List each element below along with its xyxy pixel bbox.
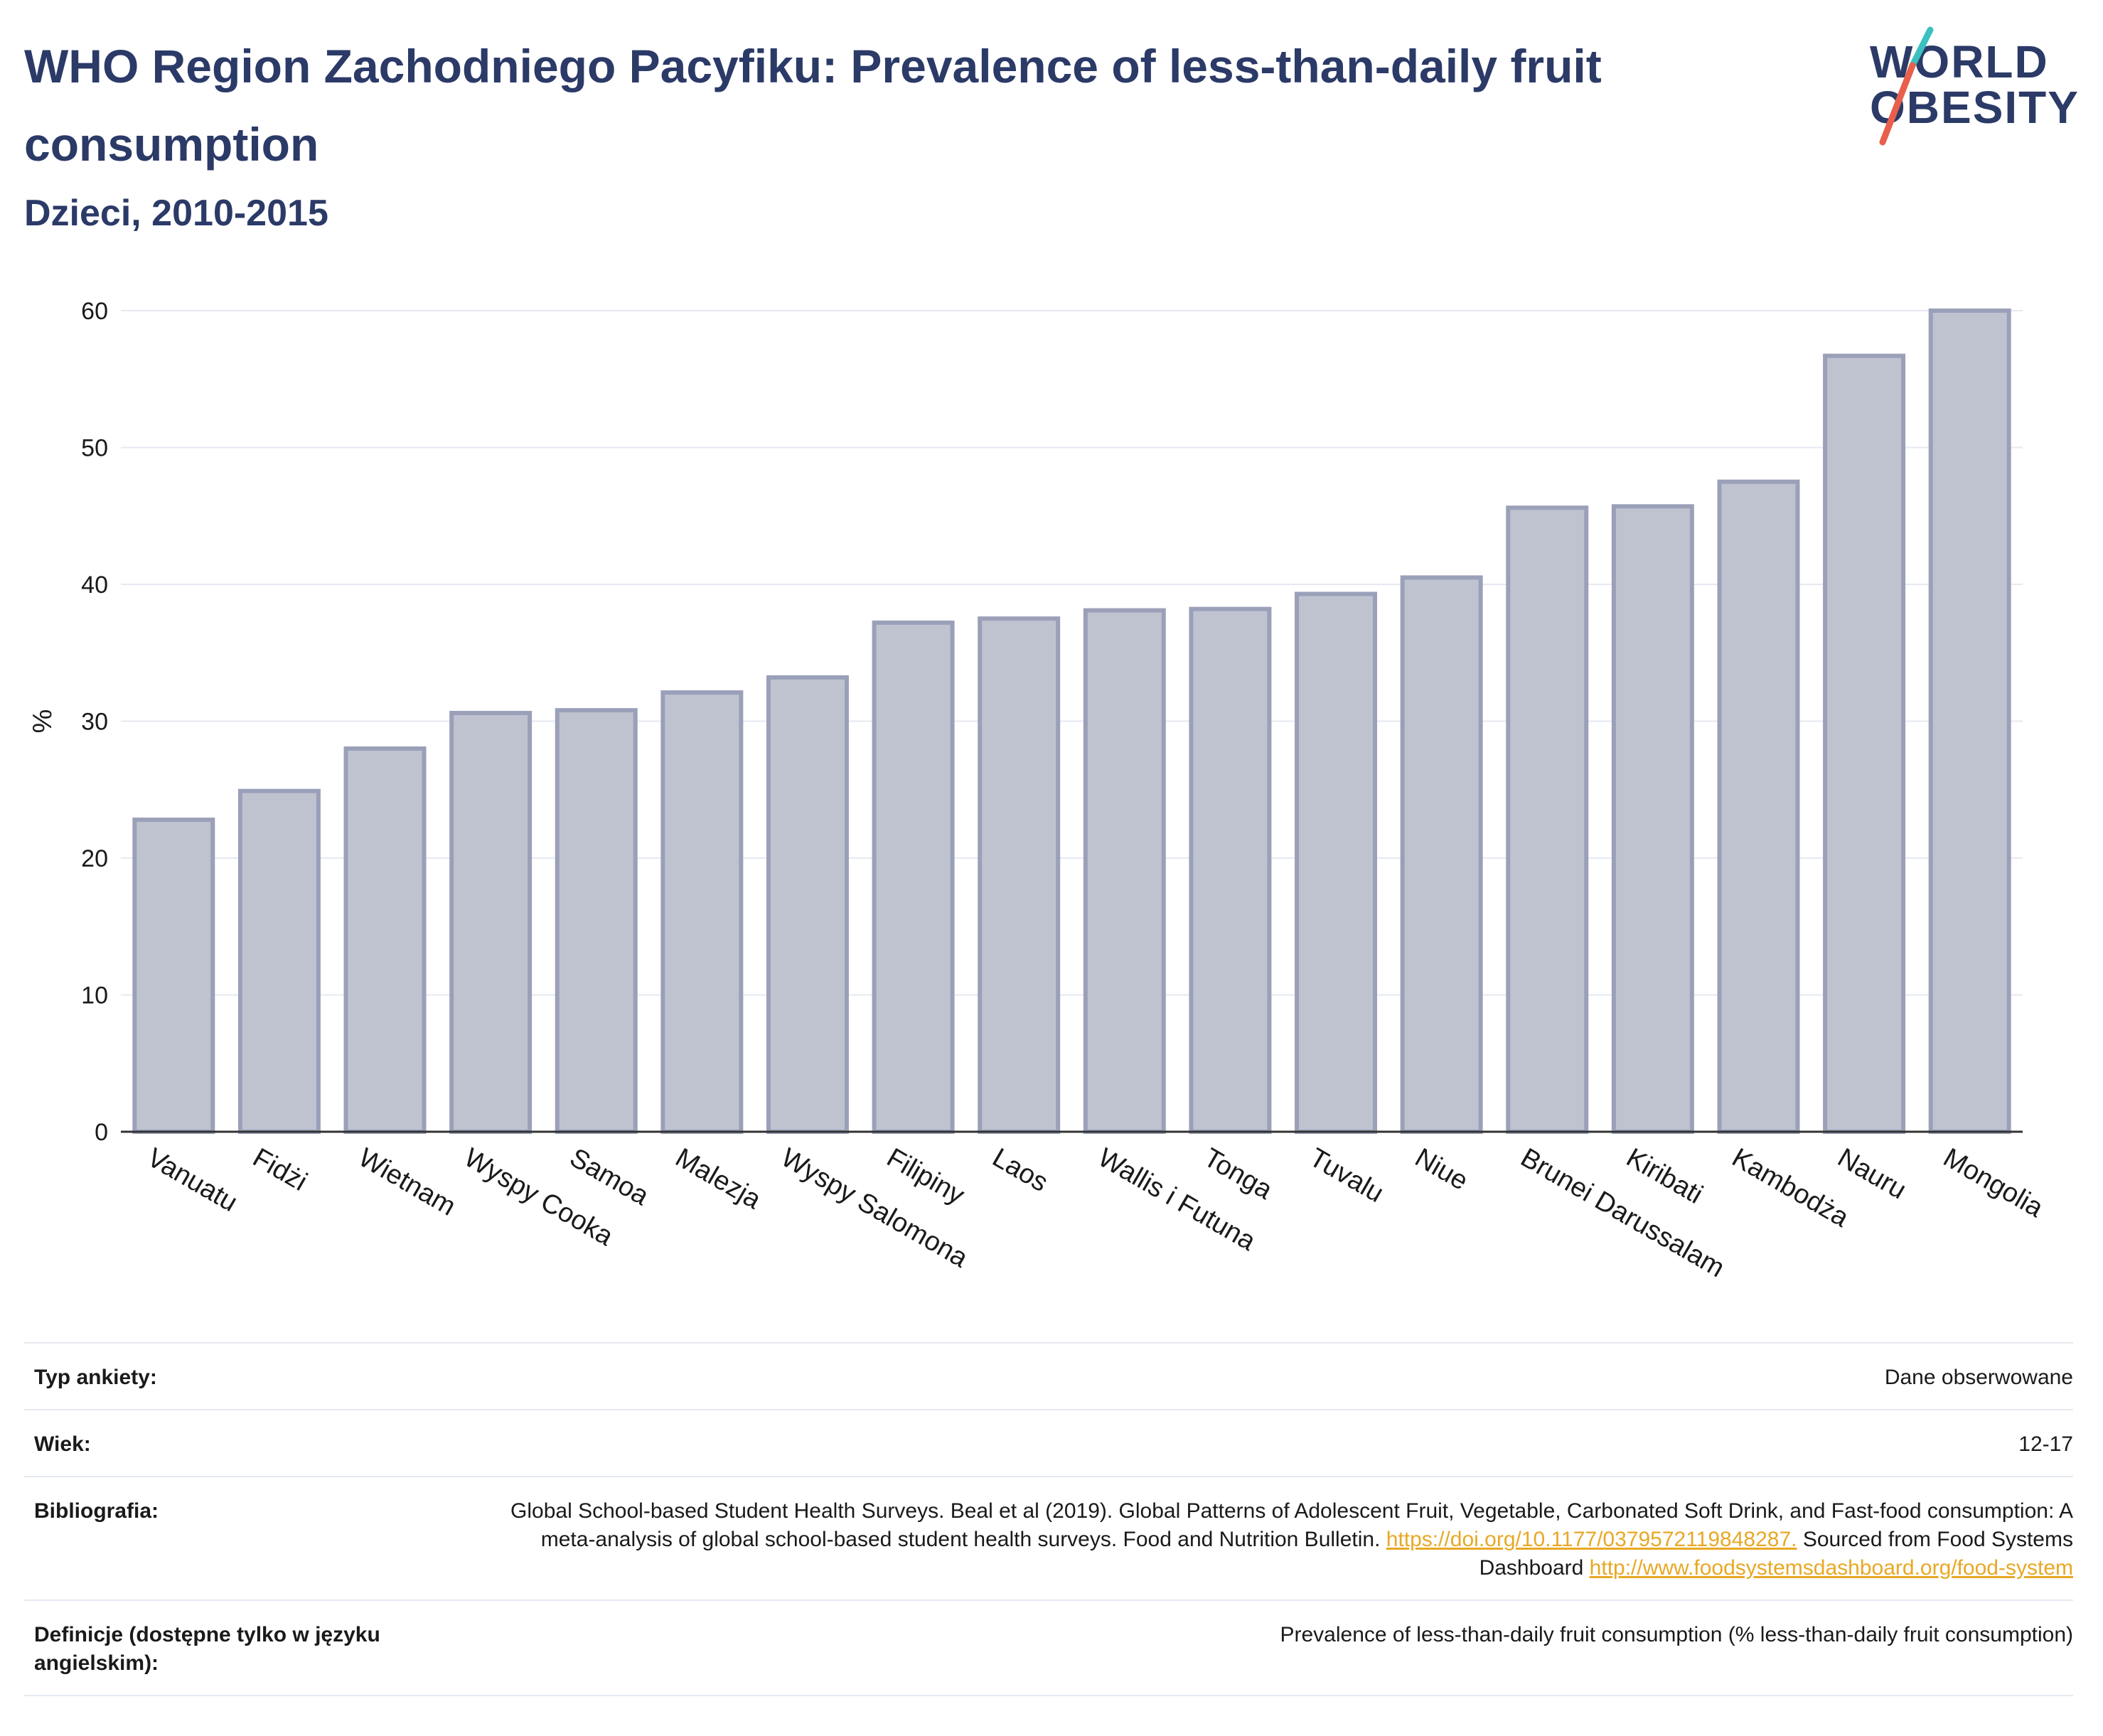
bar [1506,505,1589,1134]
bibliography-text: Global School-based Student Health Surve… [510,1499,2073,1551]
logo-slash-icon [1879,26,1934,146]
x-tick-label: Filipiny [882,1142,969,1210]
x-tick-label: Wietnam [353,1142,461,1221]
bibliography-label: Bibliografia: [34,1499,159,1523]
bar [449,710,533,1134]
info-row-age: Wiek: 12-17 [24,1409,2073,1476]
x-tick-label: Kiribati [1621,1142,1708,1209]
bar [1928,309,2011,1134]
y-axis-label: % [28,709,58,734]
x-tick-label: Kambodża [1727,1142,1854,1233]
y-tick-label: 60 [81,298,108,325]
bar [555,708,638,1134]
y-tick-label: 10 [81,982,108,1009]
x-tick-label: Brunei Darussalam [1516,1142,1730,1283]
bar [1717,479,1800,1134]
info-row-survey: Typ ankiety: Dane obserwowane [24,1342,2073,1409]
bar [1295,591,1378,1135]
world-obesity-logo: WORLD OBESITY [1848,21,2090,149]
x-tick-label: Tuvalu [1305,1142,1389,1209]
bar [343,746,427,1134]
bar [872,620,955,1134]
x-tick-label: Fidżi [247,1142,311,1196]
y-tick-label: 0 [95,1119,108,1146]
y-tick-label: 50 [81,435,108,462]
bar [978,616,1061,1134]
info-row-bibliography: Bibliografia: Global School-based Studen… [24,1476,2073,1600]
x-tick-label: Laos [988,1142,1053,1198]
x-tick-label: Mongolia [1938,1142,2048,1223]
bar [1083,608,1166,1134]
bar [660,690,744,1134]
y-tick-label: 20 [81,845,108,872]
bar [1400,575,1483,1134]
bar [1611,504,1694,1134]
bar [237,788,321,1134]
definition-value: Prevalence of less-than-daily fruit cons… [1280,1623,2074,1646]
x-tick-label: Tonga [1199,1142,1278,1206]
x-tick-label: Malezja [670,1142,766,1215]
bar [1823,353,1906,1134]
doi-link[interactable]: https://doi.org/10.1177/0379572119848287… [1386,1528,1797,1551]
age-label: Wiek: [34,1432,91,1456]
bibliography-value: Global School-based Student Health Surve… [509,1497,2073,1582]
y-tick-label: 40 [81,572,108,599]
y-tick-label: 30 [81,709,108,736]
bar [132,818,215,1134]
logo-line1: WORLD [1870,36,2049,87]
info-row-definition: Definicje (dostępne tylko w języku angie… [24,1600,2073,1696]
x-tick-label: Niue [1410,1142,1473,1196]
survey-value: Dane obserwowane [1884,1366,2073,1389]
bar [766,675,849,1134]
x-tick-label: Wyspy Salomona [776,1142,973,1273]
info-table: Typ ankiety: Dane obserwowane Wiek: 12-1… [24,1342,2073,1696]
definition-label: Definicje (dostępne tylko w języku angie… [34,1623,380,1675]
dashboard-link[interactable]: http://www.foodsystemsdashboard.org/food… [1589,1556,2073,1580]
bar [1189,606,1272,1134]
survey-label: Typ ankiety: [34,1366,157,1389]
age-value: 12-17 [2018,1432,2073,1456]
x-tick-label: Samoa [564,1142,654,1211]
x-tick-label: Nauru [1833,1142,1912,1205]
chart-subtitle: Dzieci, 2010-2015 [24,193,328,234]
x-tick-label: Vanuatu [142,1142,242,1218]
bibliography-source: Sourced from Food Systems Dashboard [1479,1528,2073,1580]
chart-title: WHO Region Zachodniego Pacyfiku: Prevale… [24,40,1602,171]
